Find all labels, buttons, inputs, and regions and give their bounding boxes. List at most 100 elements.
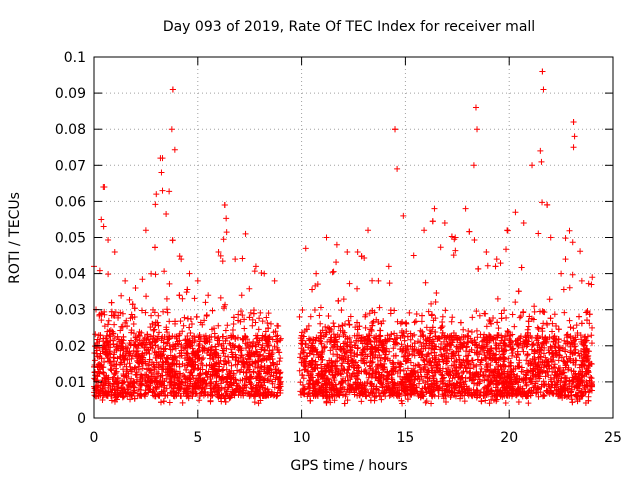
data-point	[171, 374, 178, 381]
data-point	[170, 385, 177, 392]
data-point	[475, 265, 482, 272]
data-point	[228, 346, 235, 353]
data-point	[495, 370, 502, 377]
data-point	[400, 367, 407, 374]
data-point	[259, 342, 266, 349]
data-point	[243, 369, 250, 376]
data-point	[115, 345, 122, 352]
data-point	[301, 391, 308, 398]
data-point	[171, 343, 178, 350]
data-point	[169, 356, 176, 363]
data-point	[568, 386, 575, 393]
data-point	[588, 332, 595, 339]
data-point	[269, 346, 276, 353]
data-point	[191, 386, 198, 393]
data-point	[588, 381, 595, 388]
data-point	[345, 317, 352, 324]
data-point	[121, 361, 128, 368]
data-point	[277, 383, 284, 390]
data-point	[399, 332, 406, 339]
data-point	[448, 362, 455, 369]
data-point	[255, 326, 262, 333]
data-point	[228, 362, 235, 369]
data-point	[363, 393, 370, 400]
data-point	[473, 308, 480, 315]
data-point	[259, 356, 266, 363]
data-point	[209, 364, 216, 371]
data-point	[476, 312, 483, 319]
data-point	[270, 372, 277, 379]
data-point	[167, 389, 174, 396]
data-point	[369, 307, 376, 314]
data-point	[249, 386, 256, 393]
data-point	[351, 353, 358, 360]
data-point	[237, 345, 244, 352]
data-point	[220, 236, 227, 243]
data-point	[104, 376, 111, 383]
data-point	[209, 307, 216, 314]
data-point	[351, 341, 358, 348]
data-point	[117, 309, 124, 316]
data-point	[159, 372, 166, 379]
data-point	[330, 375, 337, 381]
data-point	[457, 336, 464, 343]
data-point	[358, 253, 365, 260]
data-point	[532, 361, 539, 368]
data-point	[510, 387, 517, 394]
data-point	[189, 393, 196, 400]
data-point	[358, 352, 365, 359]
data-point	[459, 388, 466, 395]
data-point	[328, 359, 335, 366]
data-point	[149, 373, 156, 380]
data-point	[110, 330, 117, 337]
data-point	[326, 384, 333, 391]
data-point	[478, 365, 485, 372]
data-point	[390, 360, 397, 367]
data-point	[566, 284, 573, 291]
data-point	[459, 342, 466, 349]
data-point	[98, 317, 105, 324]
data-point	[551, 371, 558, 378]
data-point	[217, 380, 224, 387]
data-point	[432, 369, 439, 376]
data-point	[272, 366, 279, 373]
data-point	[331, 341, 338, 348]
data-point	[129, 301, 136, 308]
data-point	[134, 348, 141, 355]
data-point	[411, 387, 418, 394]
data-point	[407, 370, 414, 377]
data-point	[119, 340, 126, 347]
data-point	[319, 356, 326, 363]
data-point	[171, 393, 178, 400]
data-point	[520, 308, 527, 315]
data-point	[218, 375, 225, 382]
data-point	[513, 354, 520, 361]
data-point	[299, 372, 306, 379]
data-point	[354, 344, 361, 351]
data-point	[118, 292, 125, 299]
data-point	[491, 392, 498, 399]
data-point	[141, 344, 148, 351]
data-point	[105, 317, 112, 324]
data-point	[538, 158, 545, 165]
data-point	[540, 382, 547, 389]
data-point	[579, 377, 586, 384]
data-point	[523, 374, 530, 381]
data-point	[375, 365, 382, 372]
data-point	[104, 328, 111, 335]
data-point	[235, 317, 242, 324]
data-point	[474, 334, 481, 341]
data-point	[314, 364, 321, 371]
data-point	[525, 318, 532, 325]
data-point	[151, 339, 158, 346]
data-point	[451, 334, 458, 341]
data-point	[332, 334, 339, 341]
data-point	[546, 296, 553, 303]
data-point	[515, 363, 522, 370]
data-point	[265, 342, 272, 349]
data-point	[555, 336, 562, 343]
data-point	[200, 376, 207, 383]
data-point	[129, 393, 136, 400]
data-point	[437, 346, 444, 353]
data-point	[446, 377, 453, 384]
